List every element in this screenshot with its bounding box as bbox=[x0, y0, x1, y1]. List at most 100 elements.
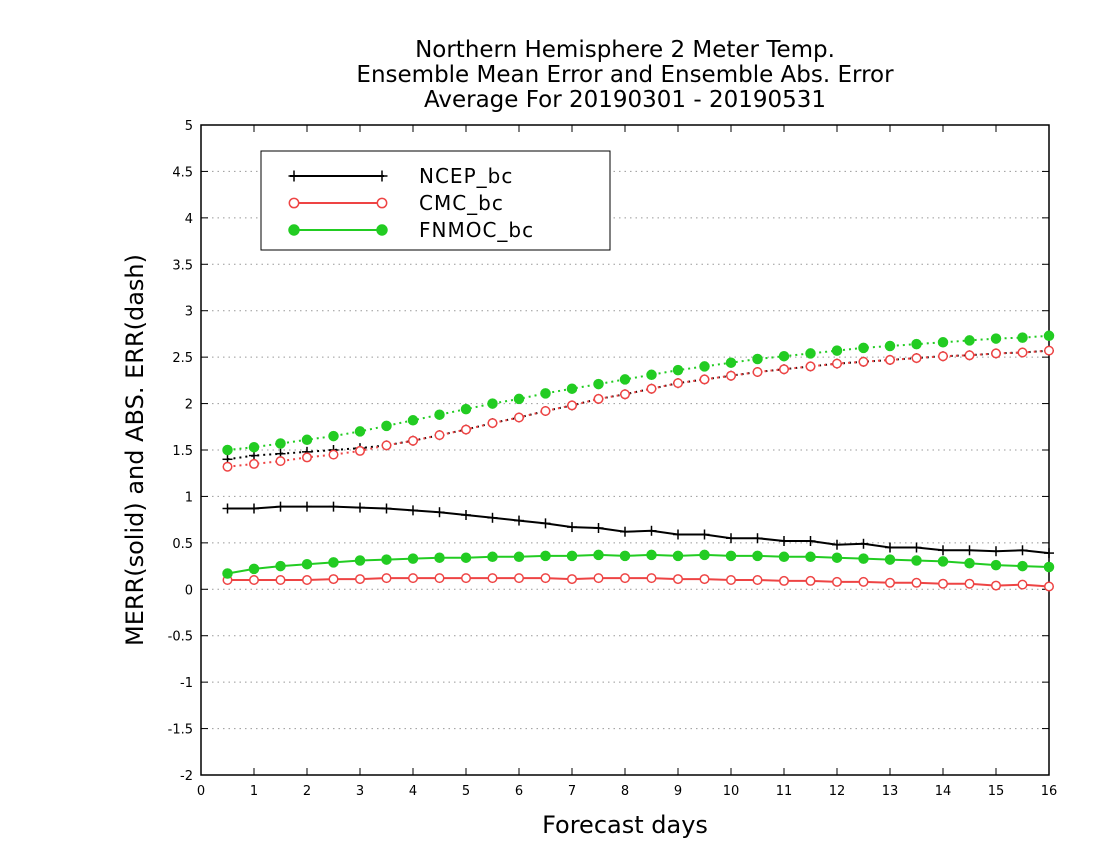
cmc-bc-merr-point bbox=[249, 575, 259, 585]
fnmoc-bc-abs-err-point bbox=[275, 438, 286, 449]
fnmoc-bc-abs-err-point bbox=[593, 378, 604, 390]
cmc-bc-merr-point bbox=[487, 573, 498, 584]
legend-label: NCEP_bc bbox=[419, 164, 513, 188]
ncep-bc-merr-point bbox=[249, 503, 259, 514]
ncep-bc-merr-point bbox=[1017, 545, 1028, 556]
x-tick-label: 16 bbox=[1041, 784, 1058, 799]
ncep-bc-merr-point bbox=[355, 502, 365, 513]
ncep-bc-merr-point bbox=[699, 529, 710, 540]
x-tick-label: 7 bbox=[568, 784, 576, 799]
cmc-bc-abs-err-point bbox=[805, 361, 816, 372]
y-tick-label: 3.5 bbox=[172, 258, 193, 273]
cmc-bc-merr-point bbox=[514, 573, 524, 584]
fnmoc-bc-abs-err-point bbox=[778, 350, 790, 362]
cmc-bc-abs-err-point bbox=[911, 353, 922, 364]
cmc-bc-merr-point bbox=[699, 574, 710, 585]
fnmoc-bc-abs-err-point bbox=[884, 340, 896, 352]
cmc-bc-abs-err-point bbox=[858, 356, 869, 367]
cmc-bc-merr-point bbox=[805, 575, 816, 586]
ncep-bc-merr-point bbox=[726, 533, 736, 544]
cmc-bc-abs-err-point bbox=[832, 358, 842, 369]
fnmoc-bc-merr-point bbox=[1043, 561, 1055, 573]
fnmoc-bc-abs-err-point bbox=[381, 420, 392, 432]
x-tick-label: 2 bbox=[303, 784, 311, 799]
ncep-bc-merr-point bbox=[858, 538, 869, 549]
ncep-bc-merr-point bbox=[381, 503, 392, 514]
y-tick-label: -1.5 bbox=[168, 723, 193, 738]
fnmoc-bc-merr-point bbox=[222, 568, 233, 579]
cmc-bc-abs-err-point bbox=[408, 435, 418, 446]
fnmoc-bc-merr-point bbox=[725, 550, 737, 562]
cmc-bc-merr-point bbox=[620, 573, 630, 584]
ncep-bc-merr-point bbox=[885, 542, 895, 553]
cmc-bc-merr-point bbox=[328, 574, 339, 585]
cmc-bc-abs-err-point bbox=[726, 370, 736, 381]
cmc-bc-abs-err-point bbox=[461, 424, 471, 435]
ncep-bc-merr-point bbox=[673, 529, 683, 540]
cmc-bc-merr-point bbox=[779, 575, 789, 586]
ncep-bc-merr-point bbox=[567, 522, 577, 533]
cmc-bc-abs-err-point bbox=[514, 412, 524, 423]
fnmoc-bc-abs-err-point bbox=[699, 361, 710, 372]
x-tick-label: 12 bbox=[829, 784, 846, 799]
grid bbox=[201, 170, 1049, 730]
fnmoc-bc-abs-err-point bbox=[646, 369, 657, 381]
ncep-bc-merr-point bbox=[991, 546, 1001, 557]
fnmoc-bc-merr-point bbox=[911, 555, 922, 566]
fnmoc-bc-merr-point bbox=[831, 552, 843, 563]
fnmoc-bc-merr-point bbox=[275, 560, 286, 572]
cmc-bc-abs-err-point bbox=[249, 458, 259, 469]
legend-swatch-marker bbox=[376, 197, 388, 209]
y-tick-label: 0 bbox=[185, 583, 193, 598]
cmc-bc-merr-line bbox=[227, 577, 1050, 588]
fnmoc-bc-abs-err-point bbox=[725, 357, 737, 368]
cmc-bc-merr-point bbox=[673, 574, 683, 585]
cmc-bc-abs-err-point bbox=[1044, 345, 1054, 356]
cmc-bc-abs-err-point bbox=[620, 389, 630, 400]
cmc-bc-abs-err-point bbox=[355, 445, 365, 456]
legend-swatch-marker bbox=[376, 170, 388, 182]
cmc-bc-merr-point bbox=[567, 574, 577, 585]
cmc-bc-merr-point bbox=[355, 574, 365, 585]
fnmoc-bc-merr-point bbox=[381, 554, 392, 565]
cmc-bc-abs-err-point bbox=[991, 348, 1001, 359]
cmc-bc-merr-point bbox=[275, 575, 286, 585]
y-tick-label: 5 bbox=[185, 119, 193, 134]
fnmoc-bc-abs-err-point bbox=[831, 345, 843, 356]
ncep-bc-merr-point bbox=[487, 512, 498, 523]
fnmoc-bc-merr-point bbox=[301, 558, 313, 570]
ncep-bc-merr-point bbox=[461, 510, 471, 520]
cmc-bc-merr-point bbox=[991, 580, 1001, 591]
x-tick-label: 10 bbox=[723, 784, 740, 799]
x-tick-label: 5 bbox=[462, 784, 470, 799]
fnmoc-bc-abs-err-point bbox=[964, 335, 975, 346]
fnmoc-bc-merr-point bbox=[858, 553, 869, 564]
y-tick-label: 1.5 bbox=[172, 444, 193, 459]
fnmoc-bc-abs-err-point bbox=[752, 353, 763, 365]
cmc-bc-abs-err-point bbox=[779, 364, 789, 375]
fnmoc-bc-merr-point bbox=[513, 551, 525, 563]
fnmoc-bc-abs-err-point bbox=[460, 403, 472, 415]
fnmoc-bc-abs-err-point bbox=[566, 383, 578, 394]
cmc-bc-abs-err-point bbox=[673, 378, 683, 389]
fnmoc-bc-abs-err-point bbox=[248, 441, 260, 453]
x-tick-label: 0 bbox=[197, 784, 205, 799]
fnmoc-bc-abs-err-point bbox=[858, 342, 869, 354]
x-tick-label: 1 bbox=[250, 784, 258, 799]
cmc-bc-abs-err-point bbox=[1017, 347, 1028, 358]
cmc-bc-merr-point bbox=[1017, 579, 1028, 590]
cmc-bc-merr-point bbox=[434, 573, 445, 584]
ncep-bc-merr-point bbox=[1044, 548, 1054, 559]
ncep-bc-merr-point bbox=[514, 515, 524, 526]
ncep-bc-merr-point bbox=[328, 501, 339, 512]
cmc-bc-merr-point bbox=[726, 575, 736, 585]
fnmoc-bc-merr-point bbox=[752, 550, 763, 562]
legend-item-cmc-bc: CMC_bc bbox=[288, 191, 503, 215]
y-tick-label: 1 bbox=[185, 490, 193, 505]
legend-item-fnmoc-bc: FNMOC_bc bbox=[288, 218, 533, 242]
fnmoc-bc-merr-point bbox=[487, 551, 498, 563]
fnmoc-bc-abs-err-point bbox=[990, 333, 1002, 344]
ncep-bc-merr-point bbox=[620, 526, 630, 537]
y-tick-label: -2 bbox=[180, 769, 193, 784]
fnmoc-bc-abs-err-point bbox=[354, 426, 366, 437]
